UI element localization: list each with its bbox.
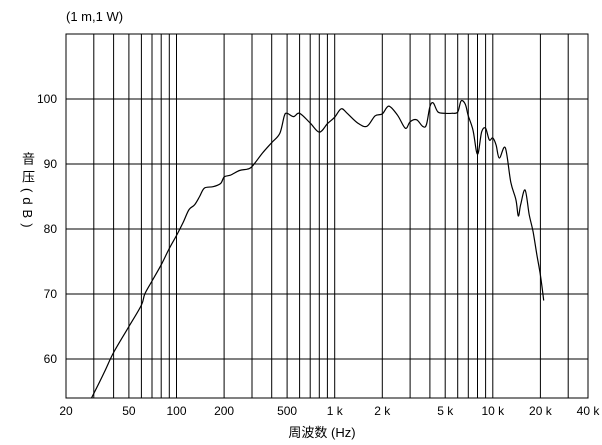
plot-border bbox=[65, 33, 589, 399]
y-axis-label: 音压(dB) bbox=[20, 152, 35, 233]
grid bbox=[66, 34, 588, 398]
x-tick-label: 200 bbox=[214, 404, 234, 418]
y-tick-label: 80 bbox=[44, 222, 58, 236]
x-tick-label: 20 bbox=[59, 404, 73, 418]
x-tick-label: 20 k bbox=[529, 404, 553, 418]
x-tick-label: 10 k bbox=[481, 404, 505, 418]
y-tick-label: 100 bbox=[37, 92, 57, 106]
x-tick-label: 2 k bbox=[374, 404, 391, 418]
x-tick-label: 50 bbox=[122, 404, 136, 418]
series-line bbox=[90, 99, 545, 398]
x-tick-label: 5 k bbox=[437, 404, 454, 418]
x-axis-label: 周波数 (Hz) bbox=[288, 425, 355, 440]
x-tick-label: 500 bbox=[277, 404, 297, 418]
x-tick-labels: 20 50 100 200 500 1 k 2 k 5 k 10 k 20 k 40 k bbox=[59, 404, 600, 418]
x-tick-label: 40 k bbox=[577, 404, 601, 418]
y-tick-label: 60 bbox=[44, 352, 58, 366]
y-tick-labels: 60 70 80 90 100 bbox=[37, 92, 57, 366]
series-group bbox=[90, 99, 545, 398]
measurement-condition-label: (1 m,1 W) bbox=[66, 9, 123, 24]
y-tick-label: 90 bbox=[44, 157, 58, 171]
y-tick-label: 70 bbox=[44, 287, 58, 301]
x-tick-label: 100 bbox=[166, 404, 186, 418]
x-tick-label: 1 k bbox=[327, 404, 344, 418]
